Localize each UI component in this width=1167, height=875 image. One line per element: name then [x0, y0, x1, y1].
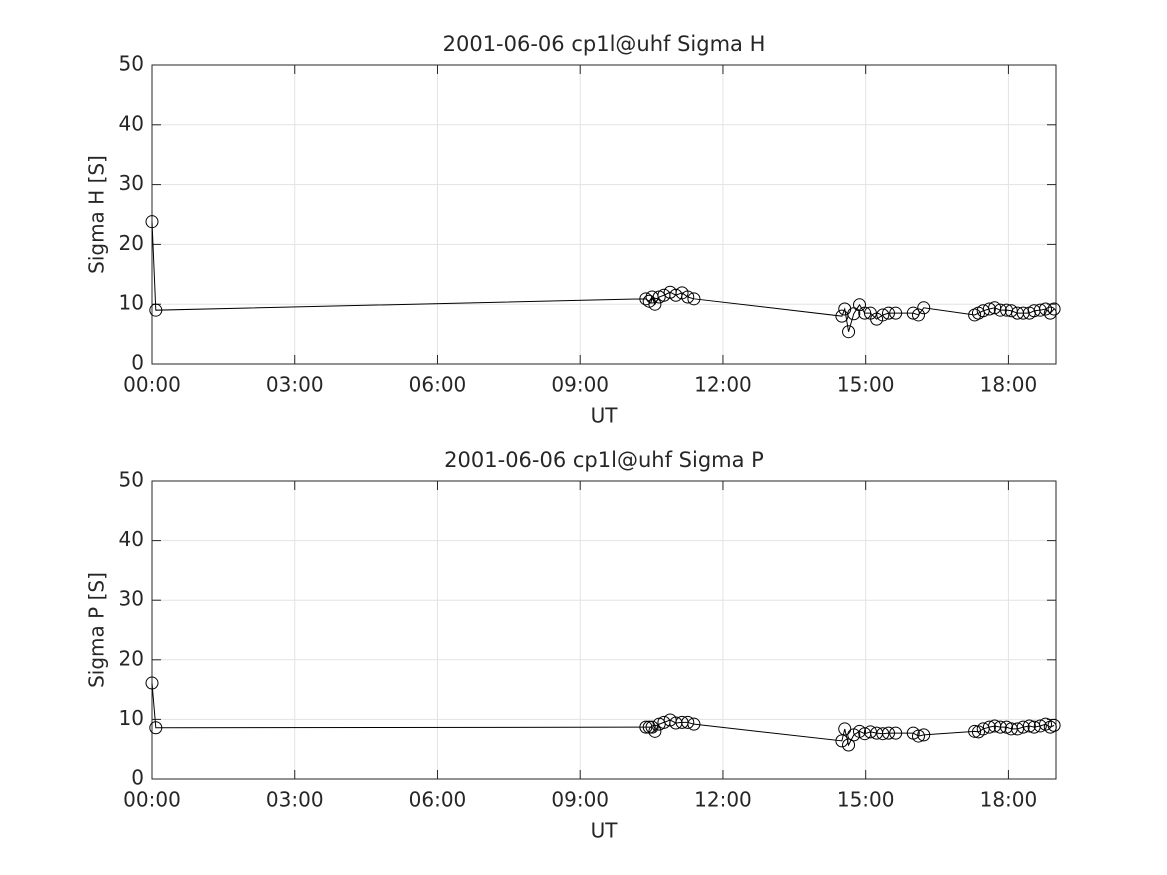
x-tick-label: 00:00 — [123, 788, 181, 812]
x-tick-label: 15:00 — [837, 373, 895, 397]
data-point — [681, 290, 695, 304]
data-point — [889, 726, 903, 740]
axes-box — [151, 64, 1057, 365]
data-point — [1047, 718, 1061, 732]
data-point — [1033, 303, 1047, 317]
plot-area — [152, 65, 1056, 364]
data-point — [906, 306, 920, 320]
data-point — [145, 676, 159, 690]
data-point — [838, 722, 852, 736]
data-point — [149, 303, 163, 317]
chart-title: 2001-06-06 cp1l@uhf Sigma H — [443, 32, 766, 56]
y-tick-label: 30 — [119, 587, 144, 611]
y-tick-label: 50 — [119, 52, 144, 76]
data-point — [145, 215, 159, 229]
y-tick-label: 30 — [119, 171, 144, 195]
x-tick-label: 09:00 — [551, 373, 609, 397]
y-tick-label: 50 — [119, 468, 144, 492]
x-tick-label: 03:00 — [266, 373, 324, 397]
data-point — [858, 306, 872, 320]
y-axis-label: Sigma P [S] — [85, 572, 109, 688]
data-point — [993, 720, 1007, 734]
data-point — [1043, 306, 1057, 320]
y-tick-label: 0 — [131, 766, 144, 790]
data-point — [687, 717, 701, 731]
x-axis-label: UT — [591, 819, 619, 843]
data-point — [648, 297, 662, 311]
data-point — [876, 727, 890, 741]
chart-title: 2001-06-06 cp1l@uhf Sigma P — [444, 448, 764, 472]
x-tick-label: 06:00 — [409, 788, 467, 812]
data-point — [863, 725, 877, 739]
y-tick-label: 40 — [119, 527, 144, 551]
data-point — [882, 726, 896, 740]
data-point — [149, 721, 163, 735]
y-tick-label: 10 — [119, 706, 144, 730]
data-point — [982, 720, 996, 734]
data-point — [645, 720, 659, 734]
data-point — [639, 720, 653, 734]
x-axis-label: UT — [591, 404, 619, 428]
y-tick-label: 20 — [119, 231, 144, 255]
data-point — [1016, 720, 1030, 734]
data-point — [1010, 722, 1024, 736]
data-point — [982, 302, 996, 316]
axes-box — [151, 480, 1057, 780]
data-point — [911, 308, 925, 322]
y-tick-label: 40 — [119, 111, 144, 135]
data-point — [889, 306, 903, 320]
data-point — [687, 292, 701, 306]
y-tick-label: 20 — [119, 646, 144, 670]
x-tick-label: 18:00 — [980, 788, 1038, 812]
data-point — [1022, 719, 1036, 733]
data-point — [993, 303, 1007, 317]
y-axis-label: Sigma H [S] — [85, 155, 109, 274]
plot-area — [152, 481, 1056, 779]
data-point — [842, 738, 856, 752]
data-point — [835, 734, 849, 748]
x-tick-label: 00:00 — [123, 373, 181, 397]
data-point — [876, 308, 890, 322]
x-tick-label: 15:00 — [837, 788, 895, 812]
data-point — [1039, 302, 1053, 316]
x-tick-label: 12:00 — [694, 788, 752, 812]
data-point — [917, 728, 931, 742]
data-point — [1033, 719, 1047, 733]
data-point — [648, 724, 662, 738]
data-point — [917, 301, 931, 315]
data-point — [911, 729, 925, 743]
data-point — [1016, 306, 1030, 320]
x-tick-label: 12:00 — [694, 373, 752, 397]
data-point — [882, 306, 896, 320]
x-tick-label: 18:00 — [980, 373, 1038, 397]
y-tick-label: 10 — [119, 291, 144, 315]
data-point — [681, 715, 695, 729]
data-point — [842, 325, 856, 339]
data-point — [1047, 302, 1061, 316]
x-tick-label: 06:00 — [409, 373, 467, 397]
data-point — [968, 724, 982, 738]
x-tick-label: 09:00 — [551, 788, 609, 812]
y-tick-label: 0 — [131, 351, 144, 375]
x-tick-label: 03:00 — [266, 788, 324, 812]
